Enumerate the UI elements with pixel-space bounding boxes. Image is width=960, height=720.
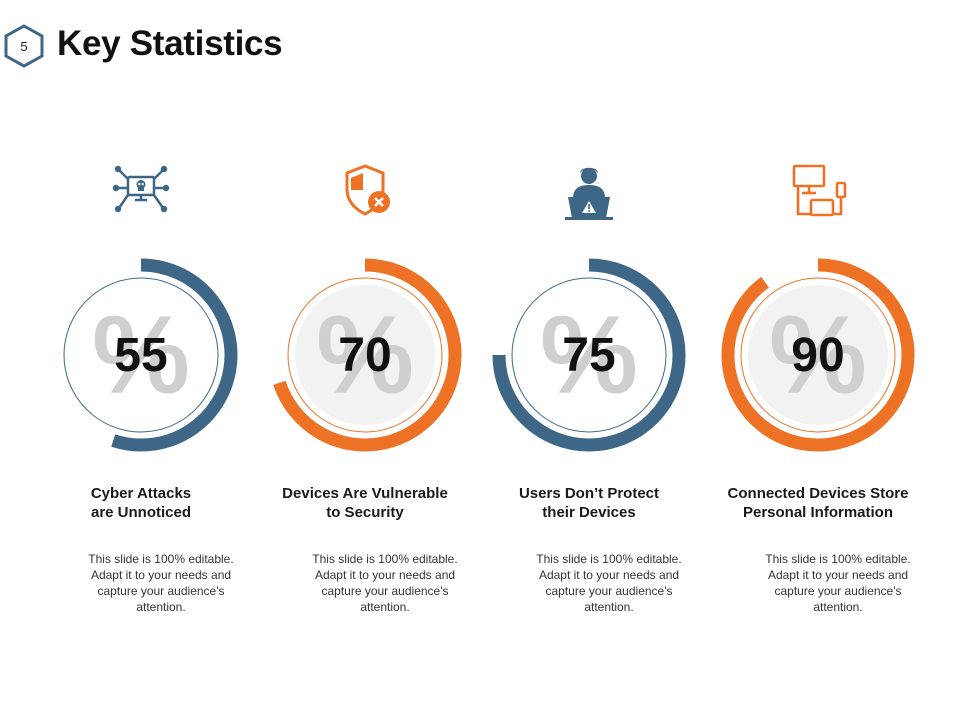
user-laptop-warning-icon [565, 167, 613, 220]
stat-card-connected-devices: % 90 Connected Devices Store Personal Inf… [703, 150, 933, 630]
monitor-skull-network-icon [112, 165, 170, 213]
percent-ring: % [492, 258, 686, 452]
stat-heading: Devices Are Vulnerable to Security [282, 485, 448, 521]
stat-card-cyber-attacks: % 55 Cyber Attacks are Unnoticed This sli… [26, 150, 256, 630]
stat-value: 75 [562, 328, 616, 382]
stat-heading: Users Don’t Protect their Devices [518, 485, 660, 521]
percent-ring: % [63, 258, 238, 452]
stat-description: This slide is 100% editable. Adapt it to… [536, 552, 682, 614]
stat-description: This slide is 100% editable. Adapt it to… [88, 552, 234, 614]
stat-card-unprotected-users: % 75 Users Don’t Protect their Devices Th… [474, 150, 704, 630]
shield-x-icon [345, 164, 390, 216]
percent-ring-arc [721, 258, 915, 452]
percent-ring: % [273, 258, 462, 452]
percent-watermark: % [316, 294, 414, 417]
stat-card-vulnerable-devices: % 70 Devices Are Vulnerable to Security T… [250, 150, 480, 630]
percent-ring-arc [111, 258, 238, 452]
stat-value: 90 [791, 328, 845, 382]
stat-value: 55 [114, 328, 168, 382]
connected-devices-icon [792, 164, 847, 217]
stat-description: This slide is 100% editable. Adapt it to… [312, 552, 458, 614]
stat-heading: Cyber Attacks are Unnoticed [90, 485, 192, 521]
percent-watermark: % [540, 294, 638, 417]
percent-watermark: % [769, 294, 867, 417]
percent-watermark: % [92, 294, 190, 417]
stat-value: 70 [338, 328, 392, 382]
percent-ring-arc [492, 258, 686, 452]
stat-heading: Connected Devices Store Personal Informat… [727, 485, 909, 521]
percent-ring: % [721, 258, 915, 452]
slide-number-badge [4, 24, 44, 68]
slide-number: 5 [20, 38, 28, 54]
page-title: Key Statistics [57, 24, 283, 63]
percent-ring-arc [273, 258, 462, 452]
stat-description: This slide is 100% editable. Adapt it to… [765, 552, 911, 614]
